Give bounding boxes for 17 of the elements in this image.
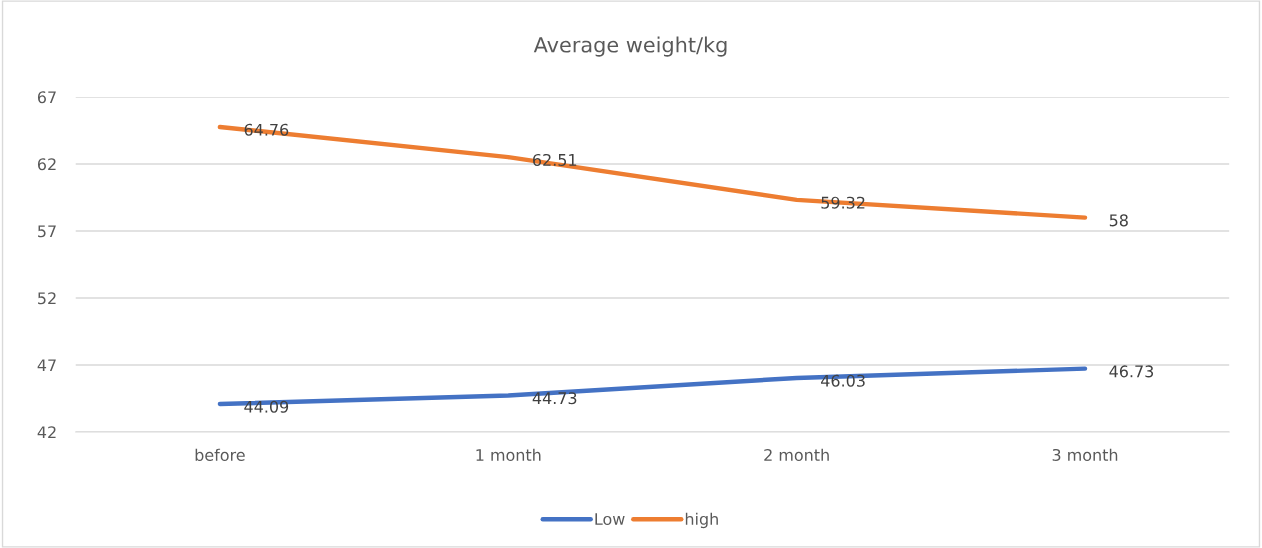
y-tick-label: 52: [38, 292, 56, 305]
x-tick-label: 1 month: [476, 448, 541, 462]
y-tick-label: 57: [38, 225, 56, 238]
y-tick-label: 67: [37, 91, 56, 104]
data-label: 46.73: [1109, 365, 1154, 378]
legend-label: Low: [595, 513, 625, 526]
x-tick-label: 3 month: [1052, 448, 1118, 462]
y-tick-label: 62: [37, 158, 56, 171]
data-label: 58: [1109, 214, 1128, 227]
legend-label: high: [685, 512, 718, 529]
data-label: 44.73: [532, 392, 577, 405]
x-tick-label: before: [195, 448, 245, 462]
line-series: [217, 124, 1088, 220]
y-tick-label: 47: [37, 359, 56, 372]
x-tick-label: 2 month: [764, 448, 829, 462]
y-tick-label: 42: [37, 426, 56, 439]
chart-title: Average weight/kg: [533, 36, 727, 57]
